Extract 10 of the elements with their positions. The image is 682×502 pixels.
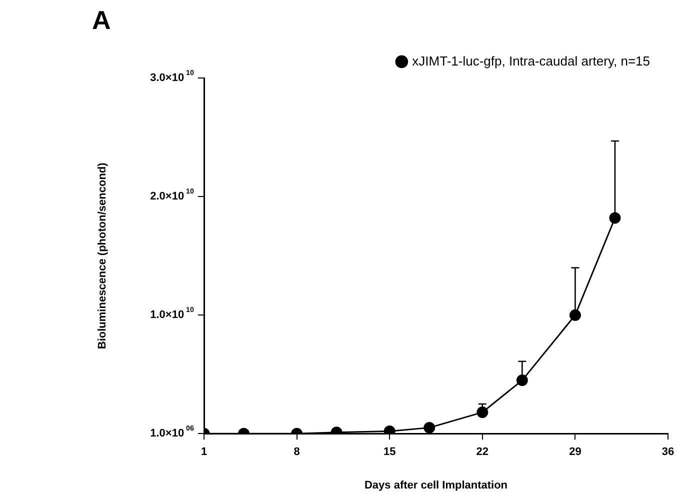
x-tick-label: 29 bbox=[569, 446, 582, 458]
y-axis-title: Bioluminescence (photon/sencond) bbox=[96, 162, 109, 350]
x-tick-label: 8 bbox=[294, 446, 300, 458]
x-tick-label: 36 bbox=[662, 446, 674, 458]
x-tick-label: 15 bbox=[383, 446, 396, 458]
x-tick-label: 1 bbox=[200, 446, 208, 458]
chart-title: A bbox=[92, 4, 111, 35]
x-tick-label: 22 bbox=[476, 446, 489, 458]
x-axis-title: Days after cell Implantation bbox=[364, 479, 508, 492]
legend-label: xJIMT-1-luc-gfp, Intra-caudal artery, n=15 bbox=[412, 53, 650, 68]
